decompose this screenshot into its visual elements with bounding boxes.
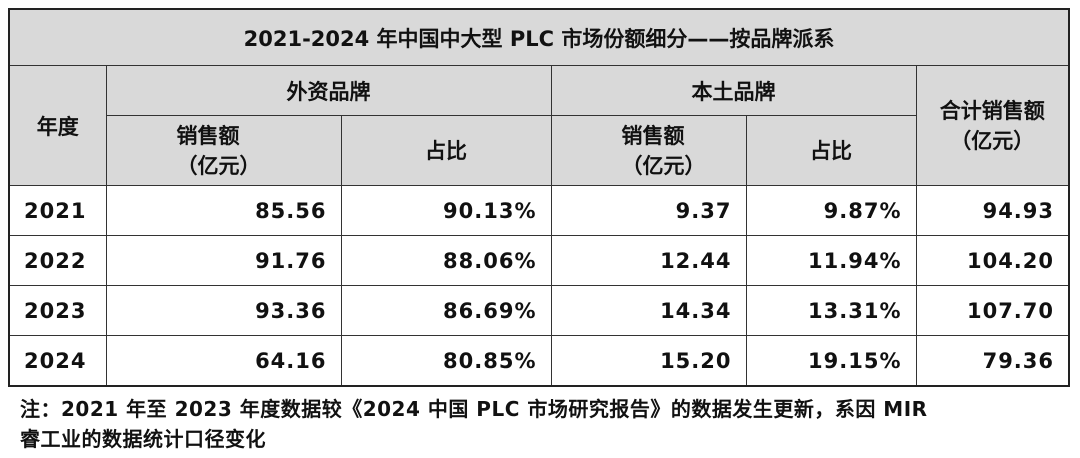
header-line: 销售额 (621, 123, 685, 148)
note-line: 注：2021 年至 2023 年度数据较《2024 中国 PLC 市场研究报告》… (20, 397, 928, 421)
sub-header: 销售额 （亿元） (550, 115, 747, 186)
cell: 79.36 (915, 335, 1070, 387)
cell: 94.93 (915, 185, 1070, 236)
cell: 64.16 (105, 335, 342, 387)
cell: 107.70 (915, 285, 1070, 336)
header-line: （亿元） (950, 128, 1035, 153)
header-line: （亿元） (621, 153, 706, 178)
sub-header: 占比 (745, 115, 917, 186)
data-row: 2024 64.16 80.85% 15.20 19.15% 79.36 (8, 335, 1070, 387)
cell: 85.56 (105, 185, 342, 236)
note: 注：2021 年至 2023 年度数据较《2024 中国 PLC 市场研究报告》… (20, 394, 928, 454)
header-line: 占比 (810, 138, 852, 163)
cell: 93.36 (105, 285, 342, 336)
cell: 91.76 (105, 235, 342, 286)
cell: 80.85% (340, 335, 552, 387)
cell: 9.37 (550, 185, 747, 236)
cell: 11.94% (745, 235, 917, 286)
cell: 86.69% (340, 285, 552, 336)
header-line: 销售额 (176, 123, 240, 148)
cell: 15.20 (550, 335, 747, 387)
header-line: 合计销售额 (939, 98, 1045, 123)
year-cell: 2022 (8, 235, 107, 286)
header-line: 占比 (425, 138, 467, 163)
cell: 88.06% (340, 235, 552, 286)
total-header: 合计销售额 （亿元） (915, 65, 1070, 186)
table-title: 2021-2024 年中国中大型 PLC 市场份额细分——按品牌派系 (8, 8, 1070, 66)
sub-header: 占比 (340, 115, 552, 186)
cell: 104.20 (915, 235, 1070, 286)
data-row: 2021 85.56 90.13% 9.37 9.87% 94.93 (8, 185, 1070, 236)
year-header: 年度 (8, 65, 107, 186)
cell: 13.31% (745, 285, 917, 336)
note-line: 睿工业的数据统计口径变化 (20, 427, 266, 451)
cell: 9.87% (745, 185, 917, 236)
sub-header: 销售额 （亿元） (105, 115, 342, 186)
data-row: 2023 93.36 86.69% 14.34 13.31% 107.70 (8, 285, 1070, 336)
cell: 19.15% (745, 335, 917, 387)
year-cell: 2023 (8, 285, 107, 336)
data-row: 2022 91.76 88.06% 12.44 11.94% 104.20 (8, 235, 1070, 286)
cell: 12.44 (550, 235, 747, 286)
year-cell: 2024 (8, 335, 107, 387)
group-header: 外资品牌 (105, 65, 552, 116)
header-line: （亿元） (176, 153, 261, 178)
group-header: 本土品牌 (550, 65, 917, 116)
year-cell: 2021 (8, 185, 107, 236)
cell: 90.13% (340, 185, 552, 236)
cell: 14.34 (550, 285, 747, 336)
share-table: 2021-2024 年中国中大型 PLC 市场份额细分——按品牌派系 年度 外资… (8, 8, 1071, 387)
